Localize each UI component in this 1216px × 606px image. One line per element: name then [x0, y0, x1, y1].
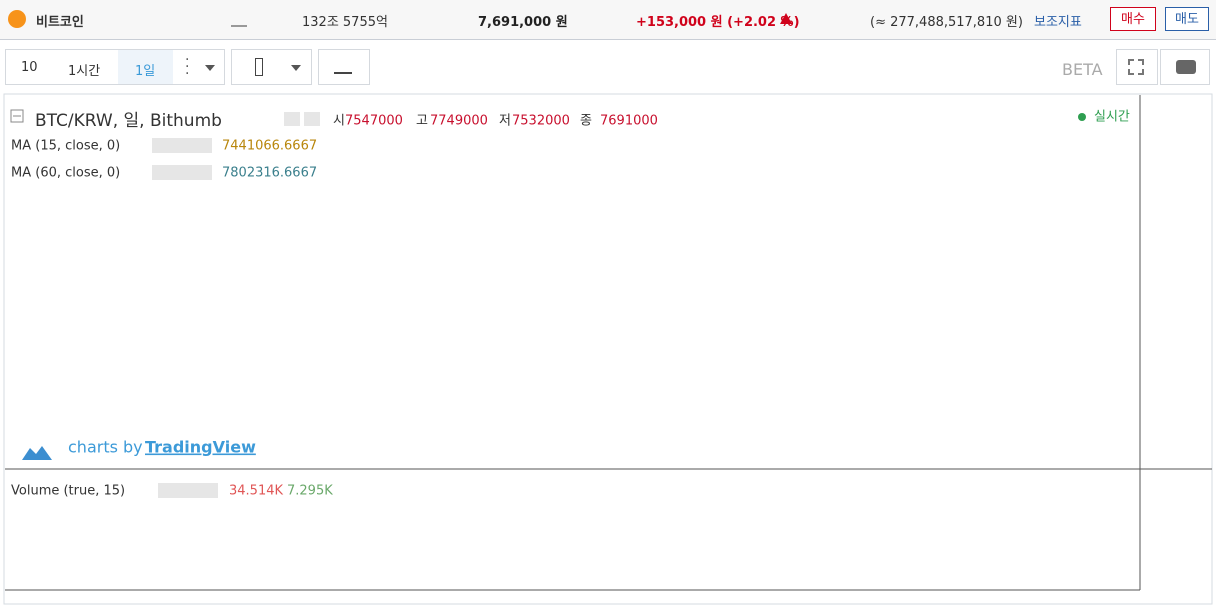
interval-button[interactable]: 1시간: [68, 64, 101, 79]
ma-value: 7802316.6667: [222, 166, 317, 181]
indicators[interactable]: 보조지표: [1034, 15, 1082, 30]
ma-legend: MA (15, close, 0): [11, 139, 120, 154]
coin-name: 비트코인: [36, 15, 84, 30]
ma-value: 7441066.6667: [222, 139, 317, 154]
volume-krw: (≈ 277,488,517,810 원): [870, 15, 1023, 30]
fullscreen-button[interactable]: [1116, 49, 1158, 85]
interval-button[interactable]: 10: [21, 60, 38, 75]
symbol-title: BTC/KRW, 일, Bithumb: [35, 111, 222, 131]
price: 7,691,000 원: [478, 15, 568, 30]
up-arrow: [780, 13, 792, 24]
volume-ma-value: 7.295K: [287, 484, 333, 499]
ohlc-label: 종: [580, 114, 592, 129]
candle-icon: [255, 58, 263, 76]
ohlc-value: 7749000: [430, 114, 488, 129]
coin-icon: [8, 10, 26, 28]
interval-group: [5, 49, 225, 85]
branding-link[interactable]: TradingView: [145, 438, 256, 457]
tv-logo: [22, 446, 52, 460]
more-menu[interactable]: · · ·: [185, 52, 190, 82]
legend-icons[interactable]: [158, 483, 218, 498]
sell-button[interactable]: 매도: [1165, 7, 1209, 31]
settings-icon[interactable]: [304, 112, 320, 126]
dropdown[interactable]: [205, 65, 215, 71]
legend-icons[interactable]: [152, 165, 212, 180]
branding: charts by: [68, 438, 143, 457]
ohlc-label: 저: [499, 114, 511, 129]
legend-icons[interactable]: [152, 138, 212, 153]
ohlc-label: 시: [333, 114, 345, 129]
dropdown[interactable]: [291, 65, 301, 71]
change: +153,000 원 (+2.02 %): [636, 15, 800, 30]
indicators-button[interactable]: [318, 49, 370, 85]
active-interval-bg: [118, 50, 173, 84]
toolbar: 10 1시간 1일 · · · BETA: [0, 49, 1216, 89]
fullscreen-icon: [1128, 59, 1144, 75]
indicator-icon: [334, 60, 352, 74]
volume-legend: Volume (true, 15): [11, 484, 125, 499]
header: 비트코인 132조 5755억 7,691,000 원 +153,000 원 (…: [0, 0, 1216, 40]
camera-icon: [1176, 60, 1196, 74]
realtime: 실시간: [1094, 110, 1130, 125]
realtime-dot: [1078, 113, 1086, 121]
ohlc-value: 7532000: [512, 114, 570, 129]
beta: BETA: [1062, 60, 1103, 79]
ohlc-value: 7547000: [345, 114, 403, 129]
ma-legend: MA (60, close, 0): [11, 166, 120, 181]
market-cap: 132조 5755억: [302, 15, 388, 30]
eye-icon[interactable]: [284, 112, 300, 126]
ohlc-label: 고: [416, 114, 428, 129]
ohlc-value: 7691000: [600, 114, 658, 129]
volume-value: 34.514K: [229, 484, 283, 499]
collapse-icon[interactable]: [10, 109, 24, 123]
buy-button[interactable]: 매수: [1110, 7, 1156, 31]
interval-button[interactable]: 1일: [135, 64, 156, 79]
chart-icon[interactable]: [231, 11, 247, 27]
